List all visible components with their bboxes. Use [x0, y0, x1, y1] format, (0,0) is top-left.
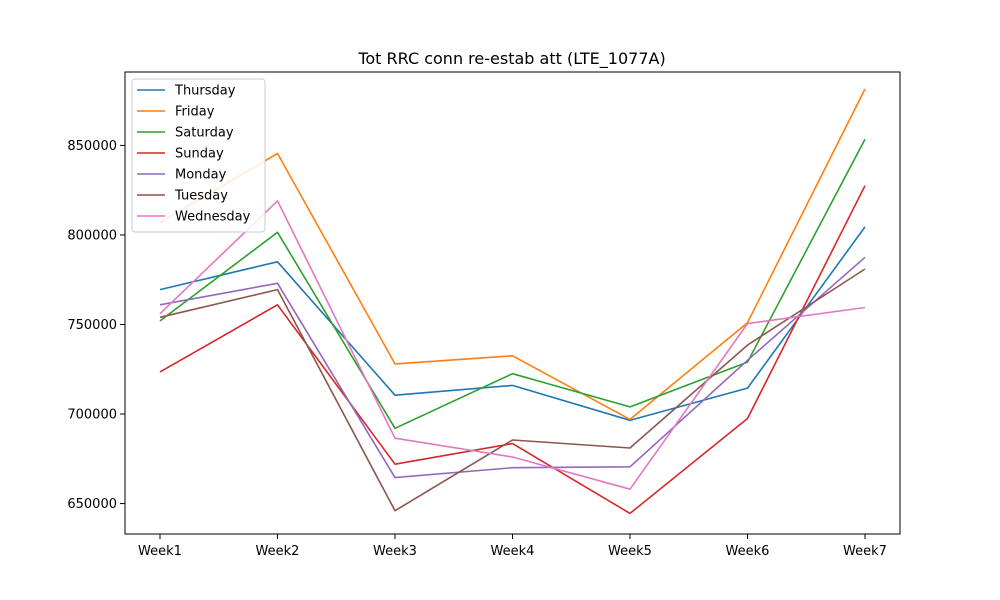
series-layer — [159, 88, 866, 515]
y-tick-label: 750000 — [67, 318, 117, 333]
series-line-thursday — [159, 226, 866, 422]
x-tick-label: Week6 — [726, 544, 770, 559]
x-tick-label: Week2 — [256, 544, 300, 559]
legend-label: Tuesday — [174, 189, 228, 204]
legend-label: Friday — [175, 105, 215, 120]
x-tick-label: Week3 — [373, 544, 417, 559]
x-tick-label: Week4 — [491, 544, 535, 559]
y-tick-label: 700000 — [67, 408, 117, 423]
series-line-wednesday — [159, 200, 866, 491]
series-line-friday — [159, 88, 866, 421]
chart-title: Tot RRC conn re-estab att (LTE_1077A) — [357, 49, 665, 69]
legend-label: Sunday — [175, 147, 224, 162]
legend-box — [131, 78, 266, 233]
y-axis: 650000 700000 750000 800000 850000 — [67, 139, 125, 512]
series-line-sunday — [159, 185, 866, 515]
legend-label: Wednesday — [175, 210, 251, 225]
legend-label: Thursday — [174, 84, 236, 99]
series-line-tuesday — [159, 268, 866, 512]
series-line-saturday — [159, 138, 866, 430]
x-axis: Week1 Week2 Week3 Week4 Week5 Week6 Week7 — [138, 534, 887, 559]
x-tick-label: Week5 — [608, 544, 652, 559]
y-tick-label: 650000 — [67, 497, 117, 512]
series-line-monday — [159, 256, 866, 479]
legend: Thursday Friday Saturday Sunday Monday Tuesda… — [131, 78, 266, 233]
y-tick-label: 850000 — [67, 139, 117, 154]
x-tick-label: Week7 — [843, 544, 887, 559]
y-tick-label: 800000 — [67, 228, 117, 243]
x-tick-label: Week1 — [138, 544, 182, 559]
legend-label: Saturday — [175, 126, 234, 141]
legend-label: Monday — [175, 168, 227, 183]
